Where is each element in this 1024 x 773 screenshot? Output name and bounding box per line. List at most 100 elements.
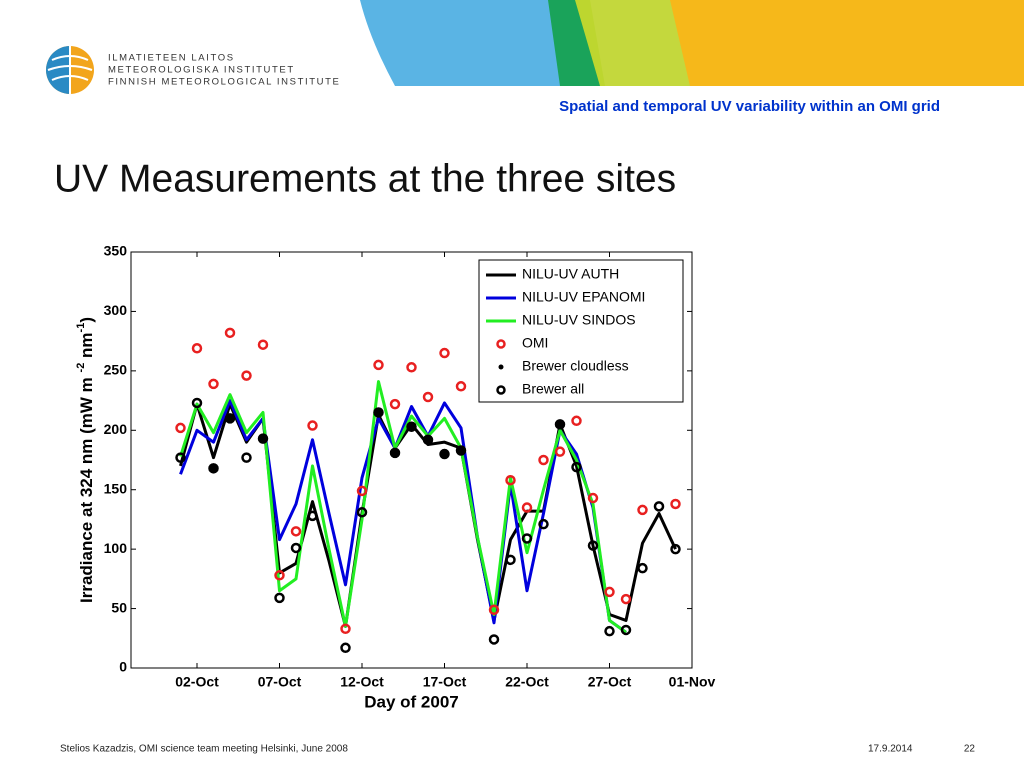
point — [307, 510, 318, 522]
legend-swatch — [498, 364, 504, 370]
point — [356, 485, 368, 497]
point — [488, 634, 500, 645]
point — [653, 501, 665, 512]
logo-text: ILMATIETEEN LAITOS — [108, 53, 235, 64]
point — [340, 642, 351, 654]
logo-emblem — [46, 46, 94, 94]
point — [422, 434, 434, 446]
point — [175, 452, 186, 463]
point — [554, 446, 566, 457]
point — [637, 504, 648, 516]
series-line — [179, 380, 627, 634]
point — [587, 540, 599, 551]
y-tick-label: 100 — [104, 540, 128, 556]
point — [455, 381, 467, 392]
point — [389, 447, 401, 459]
legend-label: Brewer cloudless — [522, 358, 629, 374]
legend-label: NILU-UV SINDOS — [522, 312, 636, 328]
point — [241, 452, 252, 463]
point — [538, 518, 549, 530]
legend-swatch — [496, 339, 506, 349]
point — [604, 625, 615, 637]
point — [505, 474, 516, 486]
x-tick-label: 17-Oct — [423, 674, 467, 690]
point — [620, 593, 632, 605]
footer-date: 17.9.2014 — [868, 744, 913, 755]
y-tick-label: 50 — [111, 599, 127, 615]
legend-label: NILU-UV AUTH — [522, 266, 619, 282]
point — [637, 562, 648, 574]
x-axis-label: Day of 2007 — [364, 692, 459, 711]
point — [373, 359, 384, 371]
y-tick-label: 0 — [119, 659, 127, 675]
point — [488, 604, 500, 616]
point — [439, 347, 450, 359]
legend-label: OMI — [522, 335, 548, 351]
point — [521, 502, 533, 513]
legend-box — [478, 259, 684, 403]
x-tick-label: 02-Oct — [175, 674, 219, 690]
point — [521, 533, 533, 544]
point — [604, 586, 615, 598]
point — [670, 498, 681, 510]
y-tick-label: 150 — [104, 480, 128, 496]
y-axis-label-part: nm — [77, 332, 96, 362]
point — [406, 362, 417, 373]
banner — [360, 0, 1024, 86]
y-axis-label-part: ) — [77, 317, 96, 323]
point — [571, 461, 582, 473]
point — [175, 422, 186, 434]
point — [505, 554, 516, 566]
x-tick-label: 12-Oct — [340, 674, 384, 690]
point — [620, 624, 632, 636]
x-tick-label: 01-Nov — [669, 674, 716, 690]
x-tick-label: 27-Oct — [588, 674, 632, 690]
point — [224, 413, 236, 424]
y-axis-label-part: -2 — [75, 363, 87, 373]
point — [373, 407, 384, 418]
point — [587, 492, 599, 504]
y-tick-label: 250 — [104, 362, 128, 378]
point — [439, 448, 450, 460]
legend-swatch — [496, 385, 506, 395]
point — [571, 415, 582, 427]
point — [670, 543, 681, 555]
x-tick-label: 07-Oct — [258, 674, 302, 690]
point — [257, 339, 269, 350]
point — [455, 445, 467, 456]
y-axis-label-part: Irradiance at 324 nm (mW m — [77, 372, 96, 603]
point — [191, 397, 203, 409]
point — [274, 592, 285, 604]
point — [191, 343, 203, 354]
legend-label: Brewer all — [522, 381, 584, 397]
point — [356, 507, 368, 518]
point — [554, 419, 566, 430]
point — [340, 623, 351, 635]
point — [208, 463, 219, 474]
point — [290, 542, 302, 554]
point — [389, 398, 401, 410]
point — [274, 570, 285, 581]
legend-label: NILU-UV EPANOMI — [522, 289, 645, 305]
point — [257, 433, 269, 444]
logo-text: FINNISH METEOROLOGICAL INSTITUTE — [108, 77, 340, 88]
y-tick-label: 350 — [104, 243, 128, 259]
y-tick-label: 300 — [104, 302, 128, 318]
series-line — [179, 399, 627, 634]
point — [538, 454, 549, 466]
x-tick-label: 22-Oct — [505, 674, 549, 690]
point — [208, 378, 219, 390]
page-number: 22 — [964, 744, 976, 755]
point — [241, 370, 252, 381]
y-tick-label: 200 — [104, 421, 128, 437]
chart: 0 50 100 150 200 250 300 350 02-Oct 07-Oct 12-Oct 1… — [75, 243, 716, 712]
y-axis-label-part: -1 — [75, 323, 87, 333]
point — [422, 391, 434, 403]
header: Spatial and temporal UV variability with… — [559, 98, 940, 115]
y-axis-label: Irradiance at 324 nm (mW m -2 nm-1) — [75, 317, 97, 603]
point — [307, 420, 318, 431]
point — [224, 327, 236, 339]
footer-text: Stelios Kazadzis, OMI science team meeti… — [60, 744, 348, 755]
